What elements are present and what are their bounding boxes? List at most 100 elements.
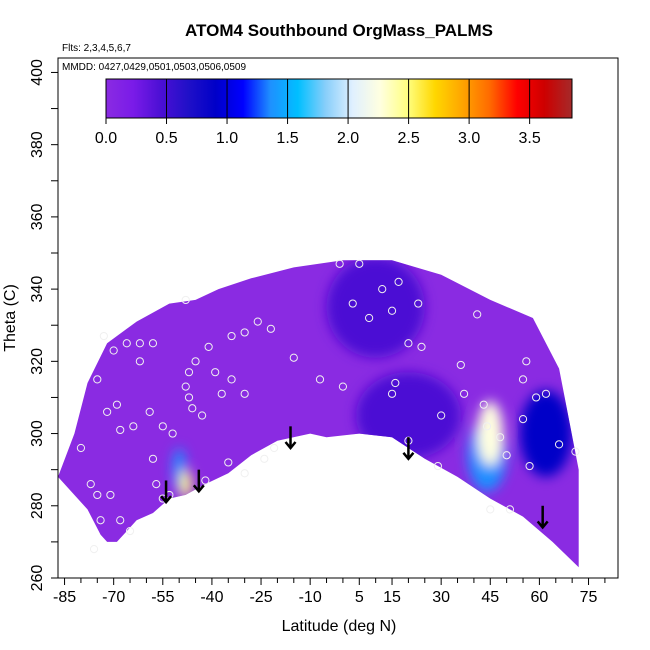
x-tick-label: 30 <box>432 589 450 606</box>
x-tick-label: -85 <box>53 589 76 606</box>
sample-point <box>184 368 194 377</box>
sample-point <box>122 339 131 348</box>
x-tick-label: -40 <box>200 589 223 606</box>
sample-point <box>479 400 488 409</box>
x-axis: -85 -70 -55 -40 -25 -10 5 15 30 45 60 75 <box>53 578 606 606</box>
sample-point <box>365 313 374 323</box>
sample-point <box>456 360 465 370</box>
colorbar-tick-label: 2.5 <box>397 130 419 147</box>
sample-point <box>217 389 226 398</box>
sample-point <box>181 295 190 305</box>
x-tick-label: -55 <box>151 589 174 606</box>
y-tick-label: 340 <box>29 276 46 303</box>
sample-point <box>270 443 279 453</box>
sample-point <box>260 454 269 463</box>
flight-arrow <box>402 437 415 461</box>
sample-point <box>459 389 469 398</box>
sample-point <box>227 331 236 341</box>
sample-point <box>96 516 105 525</box>
sample-point <box>99 331 108 341</box>
sample-point <box>505 505 515 514</box>
sample-point <box>266 324 275 333</box>
sample-point <box>135 357 144 366</box>
colorbar-tick-label: 2.0 <box>337 130 359 147</box>
sample-point <box>437 411 446 420</box>
y-axis: 260 280 300 320 340 360 380 400 <box>29 59 58 591</box>
y-axis-label: Theta (C) <box>2 284 19 352</box>
dates-note: MMDD: 0427,0429,0501,0503,0506,0509 <box>62 62 246 73</box>
sample-point <box>433 461 442 471</box>
colorbar-tick-label: 0.0 <box>95 130 117 147</box>
sample-point <box>335 259 344 268</box>
sample-point <box>191 357 200 366</box>
sample-point <box>522 357 531 366</box>
sample-point <box>240 469 249 478</box>
y-tick-label: 260 <box>29 565 46 592</box>
sample-point <box>482 422 492 431</box>
sample-point <box>227 375 236 384</box>
sample-point <box>240 389 249 398</box>
sample-point <box>106 490 115 500</box>
field-hotspot <box>519 390 573 477</box>
sample-point <box>554 440 564 449</box>
sample-point <box>181 382 190 391</box>
flight-arrows <box>160 426 549 530</box>
colorbar-tick-label: 0.5 <box>155 130 177 147</box>
sample-point <box>387 389 397 398</box>
y-tick-label: 300 <box>29 420 46 447</box>
colorbar-frame <box>105 78 573 119</box>
sample-point <box>496 433 505 442</box>
sample-point <box>518 375 528 384</box>
sample-point <box>112 400 122 409</box>
sample-point <box>224 458 233 467</box>
flight-arrow <box>284 426 297 450</box>
sample-point <box>188 404 197 413</box>
x-tick-label: 45 <box>481 589 499 606</box>
y-tick-label: 380 <box>29 131 46 158</box>
colorbar-tick-label: 1.5 <box>276 130 298 147</box>
sample-point <box>158 422 167 431</box>
y-tick-label: 360 <box>29 203 46 230</box>
x-tick-label: 75 <box>580 589 598 606</box>
colorbar-ticks: 0.0 0.5 1.0 1.5 2.0 2.5 3.0 3.5 <box>95 79 541 147</box>
sample-point <box>417 342 426 351</box>
sample-point <box>240 328 249 337</box>
x-tick-label: -25 <box>249 589 272 606</box>
sample-point <box>289 353 298 362</box>
x-tick-label: -10 <box>299 589 322 606</box>
sample-point <box>148 454 158 463</box>
field-hotspot <box>179 469 192 499</box>
x-axis-label: Latitude (deg N) <box>282 618 397 635</box>
colorbar-fill <box>106 79 572 118</box>
sample-point <box>168 429 177 438</box>
sample-point <box>348 299 357 308</box>
x-tick-label: -70 <box>102 589 125 606</box>
sample-point <box>525 461 534 471</box>
sample-point <box>116 425 125 435</box>
sample-point <box>486 505 495 514</box>
plot-frame <box>57 57 619 579</box>
sample-point <box>414 299 423 308</box>
sample-point <box>394 277 403 286</box>
field-hotspots <box>172 260 573 499</box>
sample-point <box>86 480 95 489</box>
colorbar-tick-label: 3.0 <box>458 130 480 147</box>
sample-point <box>93 490 102 500</box>
sample-point <box>152 480 161 489</box>
y-tick-label: 400 <box>29 59 46 86</box>
sample-point <box>197 411 207 420</box>
sample-point <box>89 545 99 554</box>
colorbar: 0.0 0.5 1.0 1.5 2.0 2.5 3.0 3.5 <box>95 78 573 147</box>
sample-point <box>93 375 102 384</box>
sample-point <box>473 310 482 319</box>
sample-point <box>378 285 387 294</box>
sample-point <box>502 451 511 460</box>
sample-point <box>338 382 348 391</box>
sample-point <box>116 516 125 525</box>
colorbar-tick-label: 1.0 <box>216 130 238 147</box>
sample-point <box>518 415 528 424</box>
sample-point <box>109 346 118 355</box>
x-tick-label: 5 <box>355 589 364 606</box>
flight-arrow <box>536 505 549 530</box>
colorbar-tick-label: 3.5 <box>519 130 541 147</box>
